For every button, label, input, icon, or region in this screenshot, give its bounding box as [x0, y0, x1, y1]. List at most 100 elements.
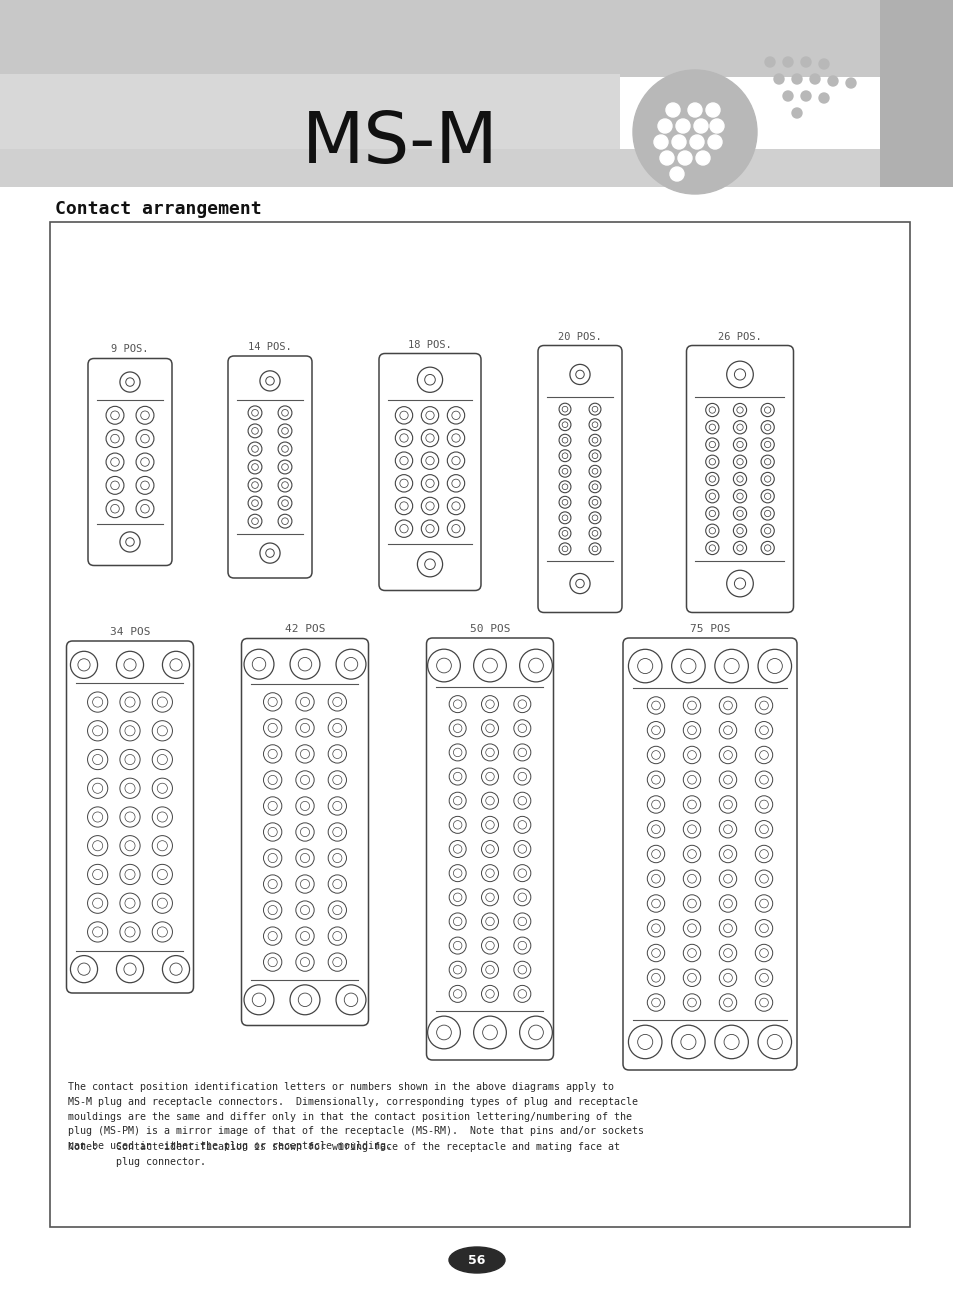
Circle shape — [333, 827, 341, 836]
Circle shape — [263, 693, 281, 711]
Circle shape — [277, 442, 292, 456]
Circle shape — [140, 457, 149, 467]
Circle shape — [678, 152, 691, 165]
Circle shape — [120, 749, 140, 770]
Circle shape — [682, 870, 700, 887]
Circle shape — [328, 823, 346, 842]
Circle shape — [733, 455, 746, 468]
Circle shape — [755, 821, 772, 838]
Circle shape — [417, 367, 442, 392]
Circle shape — [760, 541, 774, 554]
Circle shape — [827, 76, 837, 86]
FancyBboxPatch shape — [228, 356, 312, 578]
Circle shape — [421, 429, 438, 447]
Circle shape — [447, 406, 464, 423]
Circle shape — [136, 430, 153, 447]
Circle shape — [268, 801, 277, 810]
Circle shape — [651, 825, 659, 834]
Circle shape — [328, 874, 346, 893]
Circle shape — [759, 725, 767, 735]
Circle shape — [759, 974, 767, 982]
Circle shape — [755, 746, 772, 763]
Circle shape — [281, 409, 288, 416]
Circle shape — [277, 406, 292, 420]
Circle shape — [453, 893, 461, 902]
Circle shape — [290, 650, 319, 680]
Circle shape — [92, 840, 103, 851]
Circle shape — [759, 775, 767, 784]
Circle shape — [519, 1016, 552, 1048]
Circle shape — [485, 772, 494, 780]
Circle shape — [759, 825, 767, 834]
Text: Contact arrangement: Contact arrangement — [55, 200, 261, 218]
Circle shape — [764, 58, 774, 67]
Circle shape — [481, 695, 498, 712]
Text: 18 POS.: 18 POS. — [408, 340, 452, 349]
Circle shape — [588, 434, 600, 446]
Text: 50 POS: 50 POS — [469, 623, 510, 634]
Circle shape — [569, 365, 590, 384]
Circle shape — [558, 418, 570, 430]
Circle shape — [680, 659, 695, 673]
Circle shape — [252, 482, 258, 489]
Circle shape — [766, 659, 781, 673]
Circle shape — [399, 524, 408, 533]
Circle shape — [517, 844, 526, 853]
Circle shape — [290, 985, 319, 1014]
Circle shape — [755, 697, 772, 714]
Circle shape — [300, 880, 310, 889]
Circle shape — [687, 103, 701, 118]
Circle shape — [88, 921, 108, 942]
Circle shape — [300, 801, 310, 810]
Circle shape — [449, 695, 466, 712]
Circle shape — [453, 748, 461, 757]
Circle shape — [120, 372, 140, 392]
Text: 14 POS.: 14 POS. — [248, 342, 292, 352]
Circle shape — [651, 874, 659, 884]
Circle shape — [449, 985, 466, 1002]
Circle shape — [693, 119, 707, 133]
Circle shape — [268, 958, 277, 967]
Circle shape — [736, 459, 742, 465]
Circle shape — [723, 825, 732, 834]
Circle shape — [791, 74, 801, 84]
Circle shape — [481, 840, 498, 857]
Circle shape — [558, 481, 570, 493]
Circle shape — [576, 579, 583, 588]
Circle shape — [558, 527, 570, 540]
Circle shape — [449, 961, 466, 978]
Circle shape — [646, 721, 664, 738]
Circle shape — [120, 921, 140, 942]
Circle shape — [277, 514, 292, 528]
Circle shape — [252, 993, 266, 1006]
Circle shape — [136, 499, 153, 518]
Circle shape — [106, 406, 124, 425]
Bar — [0, 74, 619, 152]
Circle shape — [558, 497, 570, 508]
Circle shape — [295, 797, 314, 816]
Circle shape — [723, 725, 732, 735]
Circle shape — [726, 570, 753, 597]
Circle shape — [759, 701, 767, 710]
Bar — [0, 0, 953, 77]
Circle shape — [682, 968, 700, 987]
Circle shape — [759, 800, 767, 809]
Circle shape — [447, 474, 464, 491]
Circle shape — [152, 864, 172, 885]
Circle shape — [708, 476, 715, 482]
Circle shape — [651, 725, 659, 735]
Circle shape — [248, 442, 262, 456]
Circle shape — [281, 518, 288, 524]
Circle shape — [481, 985, 498, 1002]
Circle shape — [759, 850, 767, 859]
Circle shape — [248, 478, 262, 491]
Circle shape — [733, 490, 746, 503]
Circle shape — [157, 812, 167, 822]
Circle shape — [646, 796, 664, 813]
Circle shape — [646, 895, 664, 912]
Circle shape — [328, 953, 346, 971]
Circle shape — [473, 1016, 506, 1048]
Circle shape — [481, 817, 498, 834]
Circle shape — [845, 78, 855, 88]
Circle shape — [268, 698, 277, 707]
